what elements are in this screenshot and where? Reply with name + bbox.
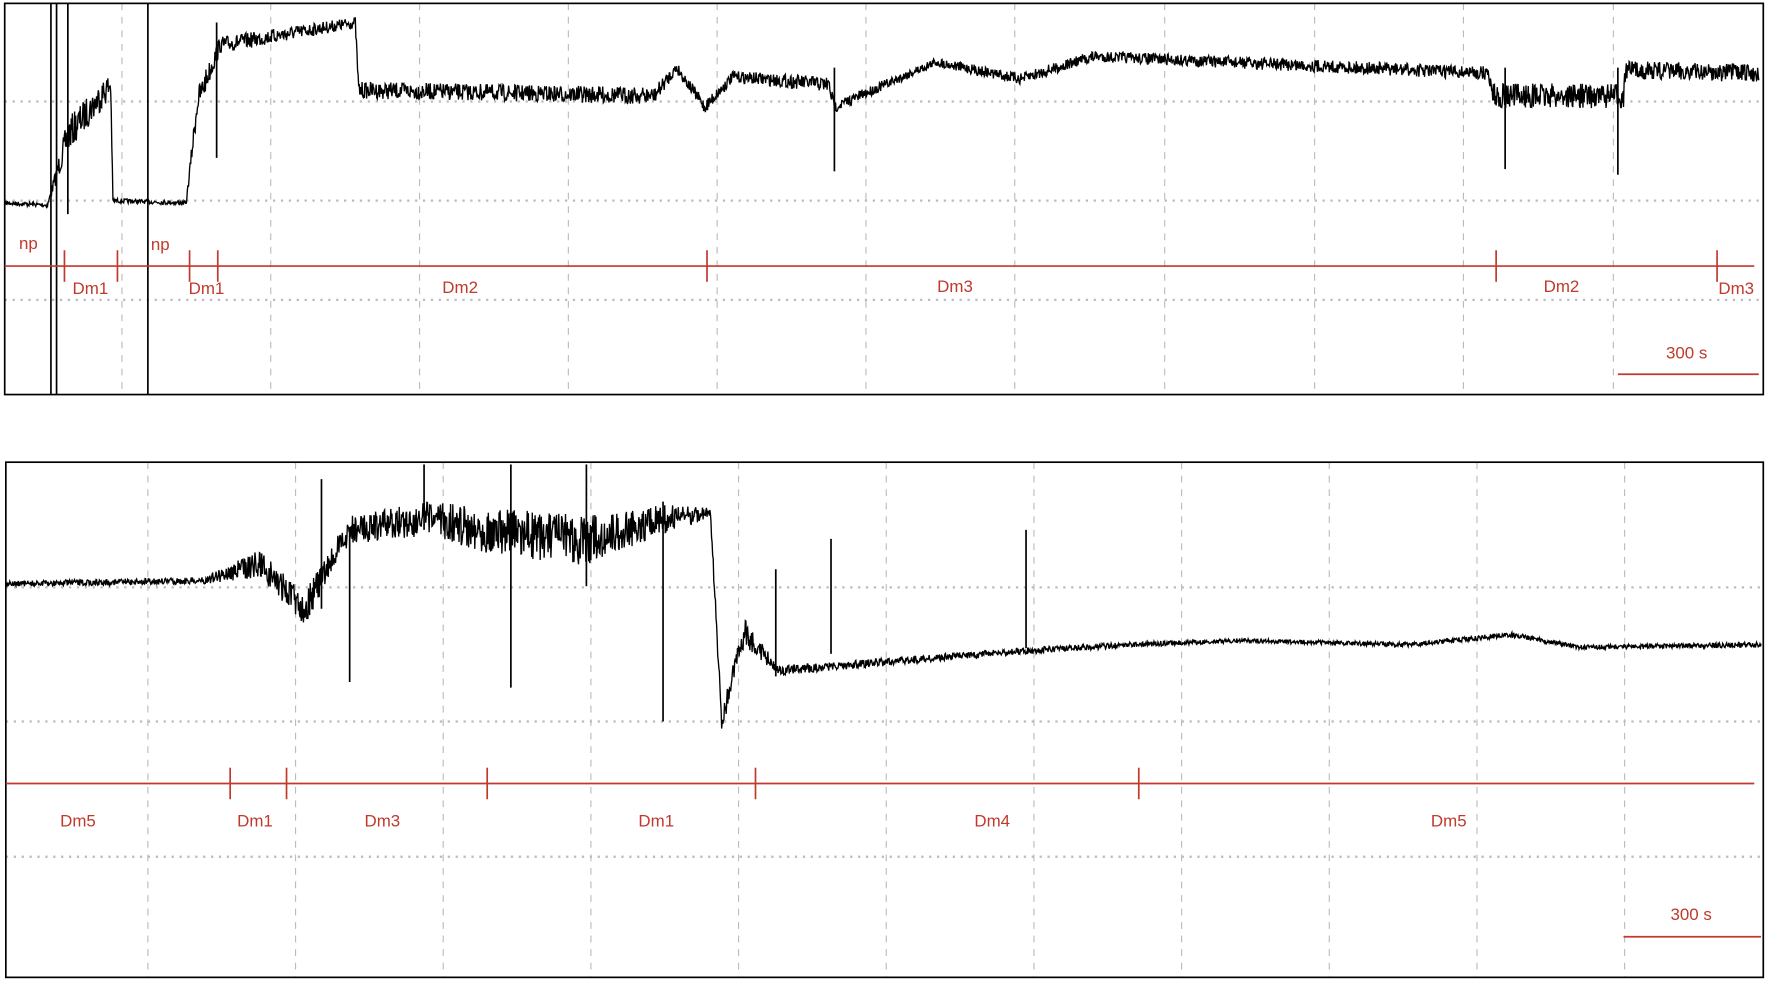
phase-label: Dm3 [1718, 279, 1754, 298]
panel-frame [4, 461, 1765, 979]
phase-label: np [19, 234, 38, 253]
phase-label: Dm5 [60, 811, 96, 830]
phase-label: Dm4 [974, 811, 1010, 830]
phase-label: Dm1 [73, 279, 109, 298]
phase-label: Dm5 [1431, 811, 1467, 830]
phase-label: Dm1 [638, 811, 674, 830]
phase-label: Dm3 [365, 811, 401, 830]
panel-frame [3, 2, 1765, 396]
waveform [5, 17, 1760, 210]
scale-label: 300 s [1670, 905, 1711, 924]
phase-label: Dm3 [937, 277, 973, 296]
waveform [5, 501, 1762, 729]
phase-label: Dm2 [1544, 277, 1580, 296]
phase-label: Dm1 [189, 279, 225, 298]
phase-label: np [151, 235, 170, 254]
phase-label: Dm2 [442, 278, 478, 297]
phase-label: Dm1 [237, 811, 273, 830]
scale-label: 300 s [1666, 343, 1707, 362]
